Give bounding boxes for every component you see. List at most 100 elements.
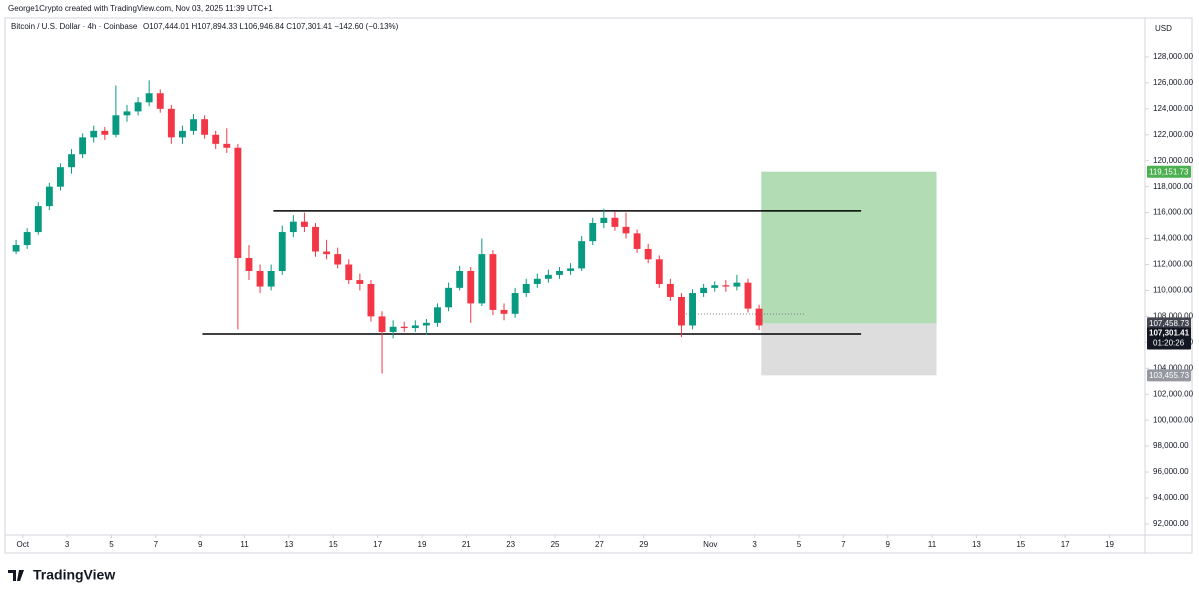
candle-body — [655, 259, 663, 284]
symbol: Bitcoin / U.S. Dollar · 4h · Coinbase — [11, 22, 138, 31]
x-tick-label: 9 — [198, 540, 203, 549]
x-tick-label: 15 — [329, 540, 338, 549]
candle-body — [267, 270, 275, 287]
target-tag — [1147, 165, 1191, 178]
candle-body — [389, 326, 397, 332]
candle-body — [34, 206, 42, 233]
y-tick-label: 100,000.00 — [1153, 415, 1194, 424]
candle-body — [334, 254, 342, 265]
y-tick-label: 110,000.00 — [1153, 286, 1193, 295]
candle-body — [666, 283, 674, 297]
candle-body — [434, 307, 441, 323]
profit-zone — [761, 171, 937, 324]
candle-body — [744, 282, 752, 309]
x-tick-label: 13 — [972, 540, 981, 549]
y-tick-label: 126,000.00 — [1153, 78, 1194, 87]
x-tick-label: 23 — [506, 540, 515, 549]
candle-body — [90, 130, 98, 138]
attribution: George1Crypto created with TradingView.c… — [8, 4, 273, 13]
stop-tag — [1147, 369, 1191, 382]
candle-body — [622, 226, 630, 234]
candle-body — [422, 322, 430, 326]
candle-body — [190, 119, 197, 131]
candle-body — [467, 270, 475, 304]
candle-body — [489, 254, 497, 310]
candle-body — [101, 130, 109, 135]
candle-body — [733, 282, 741, 287]
candle-body — [678, 296, 685, 326]
candle-body — [500, 309, 508, 314]
x-tick-label: 19 — [1105, 540, 1114, 549]
x-tick-label: 11 — [928, 540, 937, 549]
candle-body — [112, 115, 120, 135]
x-tick-label: 29 — [639, 540, 648, 549]
x-tick-label: Oct — [17, 540, 30, 549]
candle-body — [45, 186, 53, 207]
x-tick-label: 5 — [109, 540, 114, 549]
candle-body — [722, 285, 730, 287]
y-tick-label: 98,000.00 — [1153, 441, 1189, 450]
x-tick-label: 9 — [885, 540, 890, 549]
y-tick-label: 112,000.00 — [1153, 260, 1193, 269]
candle-body — [378, 316, 386, 332]
y-tick-label: 124,000.00 — [1153, 104, 1194, 113]
x-tick-label: 27 — [595, 540, 604, 549]
candle-body — [544, 274, 552, 279]
candle-body — [167, 108, 175, 138]
logo-text: TradingView — [33, 567, 115, 583]
candle-body — [212, 134, 220, 144]
last-price-tag — [1147, 327, 1191, 350]
y-tick-label: 102,000.00 — [1153, 389, 1194, 398]
x-tick-label: 17 — [1061, 540, 1070, 549]
candle-body — [79, 137, 87, 155]
candle-body — [567, 268, 575, 271]
candle-body — [611, 217, 619, 227]
target-tag-label: 119,151.73 — [1149, 167, 1189, 176]
last-price-label: 107,301.41 — [1149, 329, 1190, 338]
candle-body — [57, 167, 64, 187]
candle-body — [556, 270, 563, 275]
currency: USD — [1155, 24, 1172, 33]
candle-body — [123, 111, 131, 116]
y-tick-label: 116,000.00 — [1153, 208, 1193, 217]
loss-zone — [761, 323, 937, 376]
y-tick-label: 122,000.00 — [1153, 130, 1194, 139]
candle-body — [245, 258, 253, 271]
x-tick-label: 13 — [284, 540, 293, 549]
countdown: 01:20:26 — [1153, 339, 1185, 348]
x-tick-label: 7 — [154, 540, 159, 549]
candle-body — [511, 293, 519, 314]
candle-body — [633, 233, 641, 249]
chart-frame — [4, 17, 1193, 554]
candle-body — [600, 217, 608, 223]
entry-tag-label: 107,458.73 — [1149, 319, 1190, 328]
x-tick-label: 19 — [418, 540, 427, 549]
candle-body — [68, 154, 75, 168]
candle-body — [156, 93, 164, 109]
y-tick-label: 118,000.00 — [1153, 182, 1193, 191]
candle-body — [278, 232, 286, 271]
y-tick-label: 128,000.00 — [1153, 52, 1194, 61]
candle-body — [178, 130, 186, 138]
candle-body — [533, 278, 541, 284]
candle-body — [711, 285, 719, 288]
candle-body — [700, 287, 708, 294]
candle-body — [400, 326, 408, 329]
x-tick-label: Nov — [703, 540, 717, 549]
y-tick-label: 108,000.00 — [1153, 312, 1194, 321]
candle-body — [323, 251, 331, 255]
x-tick-label: 3 — [752, 540, 757, 549]
entry-tag — [1147, 317, 1191, 330]
candle-body — [23, 232, 31, 246]
candle-body — [445, 287, 453, 308]
y-tick-label: 96,000.00 — [1153, 467, 1189, 476]
candle-body — [356, 280, 364, 284]
candle-body — [367, 283, 375, 317]
candle-body — [345, 264, 353, 281]
candle-body — [145, 93, 153, 103]
candle-body — [201, 119, 209, 135]
x-tick-label: 17 — [373, 540, 382, 549]
candle-body — [755, 308, 763, 326]
candle-body — [478, 254, 486, 304]
